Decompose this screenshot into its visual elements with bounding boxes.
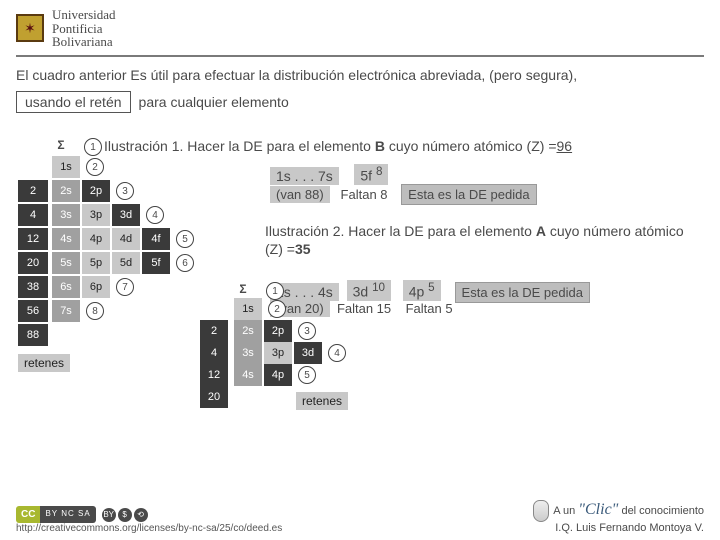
- sigma-icon: Σ: [52, 136, 70, 154]
- footer-link[interactable]: http://creativecommons.org/licenses/by-n…: [16, 523, 282, 534]
- crest-icon: [16, 14, 44, 42]
- il1-mid: cuyo número atómico (Z) =: [385, 138, 557, 154]
- cc-badge: CCBY NC SA BY$⟲: [16, 506, 282, 523]
- sum-cell: 12: [18, 228, 48, 250]
- uni-l2: Pontificia: [52, 22, 116, 36]
- de1-msg: Esta es la DE pedida: [401, 184, 536, 205]
- orbital-cell: 4s: [52, 228, 80, 250]
- orbital-cell: 4d: [112, 228, 140, 250]
- uni-l3: Bolivariana: [52, 35, 116, 49]
- de2-o1: 3d 10: [347, 280, 391, 301]
- orbital-cell: 3d: [112, 204, 140, 226]
- orbital-cell: 4s: [234, 364, 262, 386]
- de1-bottom: (van 88) Faltan 8 Esta es la DE pedida: [270, 184, 537, 205]
- step-circle: 5: [298, 366, 316, 384]
- university-name: Universidad Pontificia Bolivariana: [52, 8, 116, 49]
- orbital-cell: 4f: [142, 228, 170, 250]
- intro-2b: para cualquier elemento: [139, 94, 289, 110]
- orbital-cell: 4p: [82, 228, 110, 250]
- orbital-cell: 3s: [234, 342, 262, 364]
- sum-cell: 20: [18, 252, 48, 274]
- orbital-cell: 1s: [234, 298, 262, 320]
- step-circle: 4: [146, 206, 164, 224]
- de1-top: 1s . . . 7s 5f 8: [270, 164, 388, 185]
- orbital-cell: 5f: [142, 252, 170, 274]
- orbital-cell: 3p: [264, 342, 292, 364]
- sum-cell: 2: [200, 320, 228, 342]
- divider: [16, 55, 704, 57]
- step-circle: 2: [268, 300, 286, 318]
- orbital-cell: 3d: [294, 342, 322, 364]
- header: Universidad Pontificia Bolivariana: [0, 0, 720, 53]
- sum-cell: 4: [200, 342, 228, 364]
- retenes-label: retenes: [18, 354, 70, 372]
- orbital-cell: 5p: [82, 252, 110, 274]
- sum-cell: 88: [18, 324, 48, 346]
- sigma-icon: Σ: [234, 280, 252, 298]
- step-circle: 2: [86, 158, 104, 176]
- step-circle: 7: [116, 278, 134, 296]
- sum-cell: 4: [18, 204, 48, 226]
- orbital-cell: 2s: [234, 320, 262, 342]
- de2-bottom: (van 20) Faltan 15 Faltan 5: [270, 300, 453, 317]
- step-circle: 1: [84, 138, 102, 156]
- il2-elem: A: [536, 223, 546, 239]
- orbital-cell: 3p: [82, 204, 110, 226]
- il1-z: 96: [557, 138, 573, 154]
- sum-cell: 56: [18, 300, 48, 322]
- de1-van: (van 88): [270, 186, 330, 203]
- de1-faltan: Faltan 8: [341, 187, 388, 202]
- de2-f1: Faltan 15: [337, 301, 391, 316]
- step-circle: 1: [266, 282, 284, 300]
- orbital-cell: 3s: [52, 204, 80, 226]
- sum-cell: 12: [200, 364, 228, 386]
- footer-tag: A un "Clic" del conocimiento: [533, 500, 704, 522]
- illustration-1: Ilustración 1. Hacer la DE para el eleme…: [104, 138, 572, 154]
- step-circle: 5: [176, 230, 194, 248]
- orbital-cell: 7s: [52, 300, 80, 322]
- footer-author: I.Q. Luis Fernando Montoya V.: [533, 522, 704, 534]
- intro-line1: El cuadro anterior Es útil para efectuar…: [0, 65, 720, 85]
- step-circle: 6: [176, 254, 194, 272]
- orbital-cell: 6p: [82, 276, 110, 298]
- sum-cell: 38: [18, 276, 48, 298]
- orbital-cell: 2p: [82, 180, 110, 202]
- orbital-cell: 5d: [112, 252, 140, 274]
- orbital-cell: 5s: [52, 252, 80, 274]
- uni-l1: Universidad: [52, 8, 116, 22]
- orbital-cell: 4p: [264, 364, 292, 386]
- il2-a: Ilustración 2. Hacer la DE para el eleme…: [265, 223, 536, 239]
- intro-line2: usando el retén para cualquier elemento: [0, 85, 720, 119]
- intro-1a: El cuadro anterior: [16, 67, 127, 83]
- il2-z: 35: [295, 241, 311, 257]
- step-circle: 3: [116, 182, 134, 200]
- step-circle: 4: [328, 344, 346, 362]
- sum-cell: 20: [200, 386, 228, 408]
- mouse-icon: [533, 500, 549, 522]
- sum-cell: 2: [18, 180, 48, 202]
- step-circle: 3: [298, 322, 316, 340]
- orbital-cell: 6s: [52, 276, 80, 298]
- de2-f2: Faltan 5: [406, 301, 453, 316]
- step-circle: 8: [86, 302, 104, 320]
- de2-o2: 4p 5: [403, 280, 441, 301]
- orbital-cell: 2s: [52, 180, 80, 202]
- orbital-cell: 2p: [264, 320, 292, 342]
- de1-orb: 5f 8: [354, 164, 388, 185]
- footer-right: A un "Clic" del conocimiento I.Q. Luis F…: [533, 500, 704, 534]
- intro-1b: Es útil para efectuar la distribución el…: [130, 67, 577, 83]
- footer: CCBY NC SA BY$⟲ http://creativecommons.o…: [16, 500, 704, 534]
- de1-range: 1s . . . 7s: [270, 167, 339, 185]
- reten-label: usando el retén: [16, 91, 131, 113]
- footer-left: CCBY NC SA BY$⟲ http://creativecommons.o…: [16, 506, 282, 534]
- il1-elem: B: [375, 138, 385, 154]
- de2-msg: Esta es la DE pedida: [455, 282, 590, 303]
- retenes-label: retenes: [296, 392, 348, 410]
- illustration-2: Ilustración 2. Hacer la DE para el eleme…: [265, 222, 695, 258]
- orbital-cell: 1s: [52, 156, 80, 178]
- il1-pre: Ilustración 1. Hacer la DE para el eleme…: [104, 138, 375, 154]
